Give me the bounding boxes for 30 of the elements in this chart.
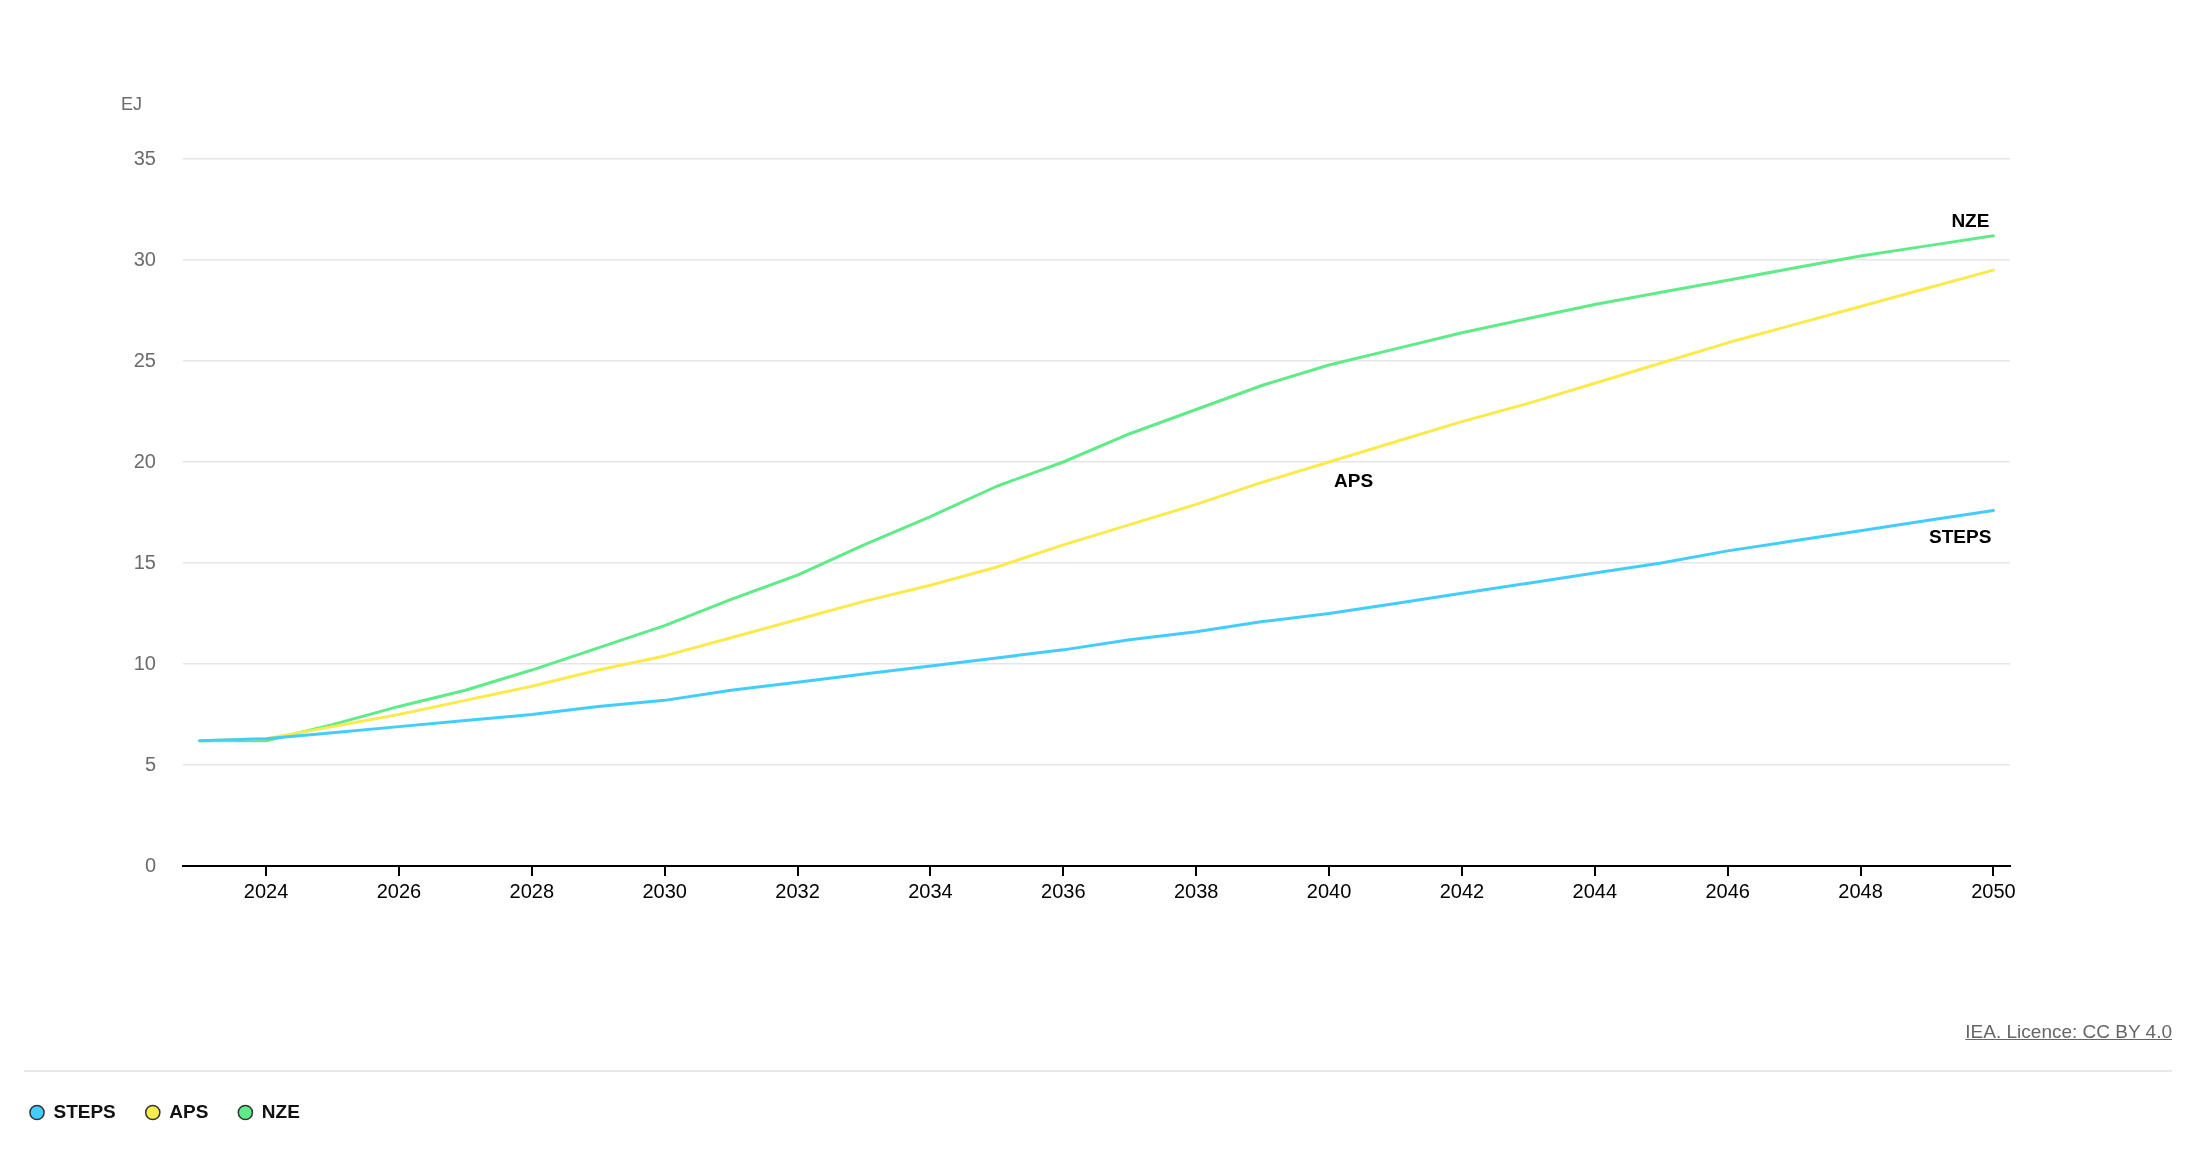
text: NZE xyxy=(1951,209,1990,231)
y-tick-label: 5 xyxy=(144,752,156,775)
x-tick-label: 2042 xyxy=(1439,879,1485,902)
legend-label: STEPS xyxy=(53,1100,116,1122)
x-tick-label: 2048 xyxy=(1838,879,1883,902)
y-axis-title: EJ xyxy=(121,93,143,114)
text: IEA. Licence: CC BY 4.0 xyxy=(1965,1021,2172,1042)
x-tick-label: 2050 xyxy=(1971,879,2016,902)
y-tick-label: 0 xyxy=(144,853,156,876)
x-tick-label: 2026 xyxy=(376,879,422,902)
x-tick-label: 2044 xyxy=(1572,879,1618,902)
y-tick-label: 30 xyxy=(133,247,156,270)
x-tick-label: 2024 xyxy=(243,879,289,902)
x-tick-label: 2028 xyxy=(509,879,555,902)
x-tick-label: 2040 xyxy=(1306,879,1352,902)
y-tick-label: 25 xyxy=(133,348,156,371)
text: APS xyxy=(1334,470,1374,492)
text: STEPS xyxy=(1929,525,1992,547)
y-tick-label: 20 xyxy=(133,449,156,472)
x-tick-label: 2032 xyxy=(775,879,820,902)
legend-label: APS xyxy=(169,1100,209,1122)
y-tick-label: 35 xyxy=(133,146,156,169)
x-tick-label: 2034 xyxy=(908,879,953,902)
x-tick-label: 2036 xyxy=(1041,879,1086,902)
x-tick-label: 2038 xyxy=(1173,879,1219,902)
y-tick-label: 15 xyxy=(133,550,156,573)
x-tick-label: 2046 xyxy=(1705,879,1750,902)
x-tick-label: 2030 xyxy=(642,879,687,902)
legend-label: NZE xyxy=(261,1100,300,1122)
y-tick-label: 10 xyxy=(133,651,156,674)
